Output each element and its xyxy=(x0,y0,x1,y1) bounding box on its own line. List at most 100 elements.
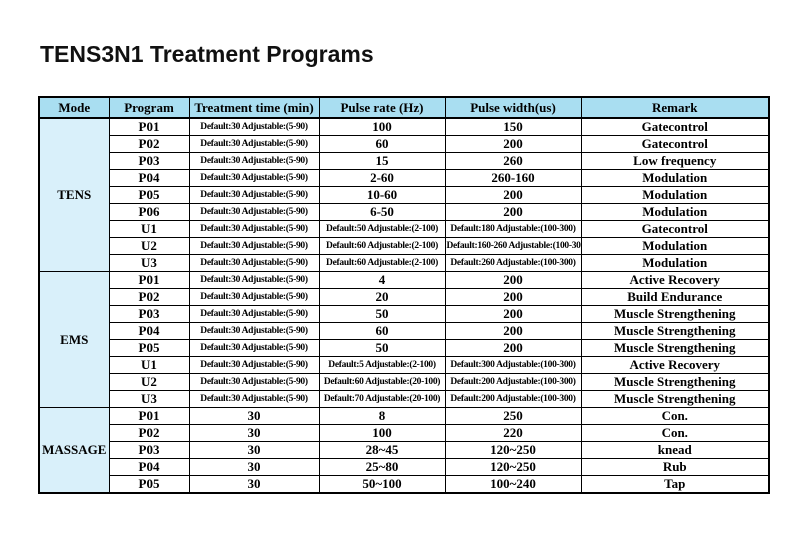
time-cell: 30 xyxy=(188,458,320,476)
rate-cell: Default:60 Adjustable:(20-100) xyxy=(318,373,446,391)
remark-cell: Gatecontrol xyxy=(580,117,770,136)
time-cell: 30 xyxy=(188,407,320,425)
table-header-row: Mode Program Treatment time (min) Pulse … xyxy=(38,96,770,119)
remark-cell: Muscle Strengthening xyxy=(580,322,770,340)
table-row: MASSAGE P01 30 8 250 Con. xyxy=(38,407,770,494)
time-cell: 30 xyxy=(188,424,320,442)
table-row: P04 30 25~80 120~250 Rub xyxy=(39,458,770,476)
remark-cell: Muscle Strengthening xyxy=(580,373,770,391)
time-cell: Default:30 Adjustable:(5-90) xyxy=(188,186,320,204)
program-cell: P01 xyxy=(108,407,190,425)
mode-cell: MASSAGE xyxy=(38,407,110,494)
remark-cell: Modulation xyxy=(580,237,770,255)
width-cell: 200 xyxy=(444,135,582,153)
program-cell: P05 xyxy=(108,186,190,204)
time-cell: 30 xyxy=(188,475,320,494)
table-row: TENS P01 Default:30 Adjustable:(5-90) 100 15… xyxy=(38,117,770,272)
header-pulse-rate: Pulse rate (Hz) xyxy=(318,96,446,119)
rate-cell: 60 xyxy=(318,322,446,340)
header-treatment-time: Treatment time (min) xyxy=(188,96,320,119)
program-cell: U2 xyxy=(108,237,190,255)
program-cell: P03 xyxy=(108,441,190,459)
rate-cell: 50~100 xyxy=(318,475,446,494)
width-cell: 120~250 xyxy=(444,458,582,476)
table-row: P06 Default:30 Adjustable:(5-90) 6-50 200 Mo… xyxy=(39,203,770,221)
remark-cell: Active Recovery xyxy=(580,271,770,289)
time-cell: Default:30 Adjustable:(5-90) xyxy=(188,288,320,306)
program-cell: P02 xyxy=(108,135,190,153)
rate-cell: 25~80 xyxy=(318,458,446,476)
remark-cell: Low frequency xyxy=(580,152,770,170)
time-cell: Default:30 Adjustable:(5-90) xyxy=(188,254,320,272)
time-cell: 30 xyxy=(188,441,320,459)
header-program: Program xyxy=(108,96,190,119)
rate-cell: Default:60 Adjustable:(2-100) xyxy=(318,237,446,255)
rate-cell: 2-60 xyxy=(318,169,446,187)
rate-cell: 50 xyxy=(318,339,446,357)
time-cell: Default:30 Adjustable:(5-90) xyxy=(188,373,320,391)
table-row: U2 Default:30 Adjustable:(5-90) Default:60… xyxy=(39,237,770,255)
time-cell: Default:30 Adjustable:(5-90) xyxy=(188,117,320,136)
table-row: EMS P01 Default:30 Adjustable:(5-90) 4 200 Ac… xyxy=(38,271,770,408)
program-cell: P01 xyxy=(108,117,190,136)
time-cell: Default:30 Adjustable:(5-90) xyxy=(188,271,320,289)
width-cell: 260 xyxy=(444,152,582,170)
width-cell: Default:260 Adjustable:(100-300) xyxy=(444,254,582,272)
remark-cell: Active Recovery xyxy=(580,356,770,374)
rate-cell: Default:70 Adjustable:(20-100) xyxy=(318,390,446,408)
remark-cell: knead xyxy=(580,441,770,459)
rate-cell: 20 xyxy=(318,288,446,306)
width-cell: 200 xyxy=(444,288,582,306)
header-remark: Remark xyxy=(580,96,770,119)
rate-cell: 100 xyxy=(318,424,446,442)
time-cell: Default:30 Adjustable:(5-90) xyxy=(188,322,320,340)
width-cell: Default:160-260 Adjustable:(100-300)) xyxy=(444,237,582,255)
width-cell: 200 xyxy=(444,305,582,323)
program-cell: U1 xyxy=(108,356,190,374)
width-cell: 150 xyxy=(444,117,582,136)
program-cell: P04 xyxy=(108,169,190,187)
table-row: U2 Default:30 Adjustable:(5-90) Default:60… xyxy=(39,373,770,391)
header-mode: Mode xyxy=(38,96,110,119)
rate-cell: Default:50 Adjustable:(2-100) xyxy=(318,220,446,238)
remark-cell: Modulation xyxy=(580,186,770,204)
time-cell: Default:30 Adjustable:(5-90) xyxy=(188,169,320,187)
table-row: P05 Default:30 Adjustable:(5-90) 50 200 Musc… xyxy=(39,339,770,357)
rate-cell: 50 xyxy=(318,305,446,323)
remark-cell: Build Endurance xyxy=(580,288,770,306)
table-row: P02 Default:30 Adjustable:(5-90) 60 200 Gate… xyxy=(39,135,770,153)
time-cell: Default:30 Adjustable:(5-90) xyxy=(188,356,320,374)
remark-cell: Con. xyxy=(580,407,770,425)
header-pulse-width: Pulse width(us) xyxy=(444,96,582,119)
time-cell: Default:30 Adjustable:(5-90) xyxy=(188,152,320,170)
table-row: P04 Default:30 Adjustable:(5-90) 2-60 260-1… xyxy=(39,169,770,187)
program-cell: P01 xyxy=(108,271,190,289)
program-cell: P03 xyxy=(108,152,190,170)
program-cell: P04 xyxy=(108,458,190,476)
remark-cell: Rub xyxy=(580,458,770,476)
width-cell: 250 xyxy=(444,407,582,425)
rate-cell: 60 xyxy=(318,135,446,153)
program-cell: P06 xyxy=(108,203,190,221)
time-cell: Default:30 Adjustable:(5-90) xyxy=(188,135,320,153)
width-cell: 200 xyxy=(444,271,582,289)
program-cell: P05 xyxy=(108,339,190,357)
time-cell: Default:30 Adjustable:(5-90) xyxy=(188,220,320,238)
rate-cell: 28~45 xyxy=(318,441,446,459)
remark-cell: Muscle Strengthening xyxy=(580,390,770,408)
rate-cell: 100 xyxy=(318,117,446,136)
remark-cell: Modulation xyxy=(580,203,770,221)
table-row: P04 Default:30 Adjustable:(5-90) 60 200 Musc… xyxy=(39,322,770,340)
rate-cell: 15 xyxy=(318,152,446,170)
remark-cell: Gatecontrol xyxy=(580,135,770,153)
remark-cell: Modulation xyxy=(580,254,770,272)
width-cell: Default:200 Adjustable:(100-300) xyxy=(444,373,582,391)
treatment-programs-table: Mode Program Treatment time (min) Pulse … xyxy=(38,96,770,494)
table-row: U1 Default:30 Adjustable:(5-90) Default:5 … xyxy=(39,356,770,374)
width-cell: 220 xyxy=(444,424,582,442)
table-body: TENS P01 Default:30 Adjustable:(5-90) 100 15… xyxy=(38,117,770,494)
remark-cell: Modulation xyxy=(580,169,770,187)
remark-cell: Gatecontrol xyxy=(580,220,770,238)
remark-cell: Con. xyxy=(580,424,770,442)
width-cell: 200 xyxy=(444,322,582,340)
